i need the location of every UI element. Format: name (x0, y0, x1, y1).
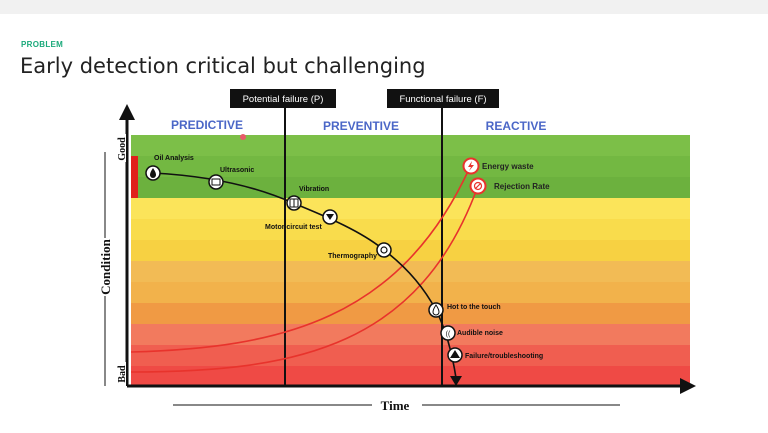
zone-predictive: PREDICTIVE (171, 118, 243, 132)
outcome-energy-waste: Energy waste (462, 157, 534, 175)
pointer-dot (240, 134, 246, 140)
pf-curve (152, 172, 457, 379)
ear-icon (440, 325, 456, 341)
x-axis-arrow (680, 378, 696, 394)
band-orange-2 (131, 282, 690, 303)
band-red-2 (131, 345, 690, 366)
y-bad-bg (115, 362, 126, 386)
slide-title: Early detection critical but challenging (20, 54, 426, 78)
band-orange-3 (131, 303, 690, 324)
band-yellow-3 (131, 240, 690, 261)
point-ultrasonic: Ultrasonic (208, 167, 254, 190)
band-yellow-2 (131, 219, 690, 240)
point-motor-circuit: Motor circuit test (265, 209, 338, 231)
band-good-1 (131, 135, 690, 156)
rejection-label: Rejection Rate (494, 182, 550, 191)
zone-preventive: PREVENTIVE (323, 119, 399, 133)
ultrasonic-glyph (211, 178, 221, 186)
point-oil-analysis: Oil Analysis (145, 155, 194, 181)
ultrasonic-label: Ultrasonic (220, 167, 254, 174)
x-axis-label: Time (381, 398, 410, 413)
hand-icon (428, 302, 444, 318)
functional-failure-marker: Functional failure (F) (387, 89, 499, 108)
y-axis-arrow (119, 104, 135, 120)
energy-label: Energy waste (482, 162, 534, 171)
f-label: Functional failure (F) (399, 94, 486, 105)
top-strip (0, 0, 768, 14)
band-red-3 (131, 366, 690, 386)
good-zone-marker (131, 156, 138, 198)
rejection-rate-curve (130, 185, 479, 373)
band-good-2 (131, 156, 690, 177)
y-good-bg (115, 134, 126, 162)
hot-label: Hot to the touch (447, 304, 501, 311)
svg-text:((: (( (446, 331, 451, 338)
energy-waste-curve (130, 166, 471, 353)
ultrasonic-icon (208, 174, 224, 190)
p-label-box (230, 89, 336, 108)
noise-label: Audible noise (457, 330, 503, 337)
zone-reactive: REACTIVE (486, 119, 547, 133)
oil-label: Oil Analysis (154, 155, 194, 162)
motor-label: Motor circuit test (265, 224, 322, 231)
y-label-bg (97, 238, 113, 296)
failure-label: Failure/troubleshooting (465, 353, 543, 360)
motor-glyph (326, 214, 334, 220)
potential-failure-marker: Potential failure (P) (230, 89, 336, 108)
thermography-icon (376, 242, 392, 258)
thermography-label: Thermography (328, 253, 377, 260)
section-kicker: PROBLEM (21, 40, 64, 49)
point-vibration: Vibration (286, 186, 329, 211)
thermo-glyph (380, 246, 388, 254)
point-failure: Failure/troubleshooting (447, 347, 543, 363)
p-label: Potential failure (P) (243, 94, 324, 105)
band-red-1 (131, 324, 690, 345)
point-hot-touch: Hot to the touch (428, 302, 501, 318)
band-yellow-1 (131, 198, 690, 219)
band-good-3 (131, 177, 690, 198)
y-bad-label: Bad (117, 365, 128, 383)
pf-curve-arrow (450, 376, 462, 386)
lightning-glyph (468, 161, 474, 171)
outcome-rejection-rate: Rejection Rate (469, 177, 550, 195)
y-axis-label: Condition (98, 238, 113, 294)
point-thermography: Thermography (328, 242, 392, 260)
condition-bands (131, 135, 690, 386)
drop-glyph (150, 168, 156, 178)
f-label-box (387, 89, 499, 108)
point-audible-noise: (( Audible noise (440, 325, 503, 341)
vibration-label: Vibration (299, 186, 329, 193)
band-orange-1 (131, 261, 690, 282)
warning-glyph (450, 350, 460, 358)
y-good-label: Good (117, 137, 128, 161)
